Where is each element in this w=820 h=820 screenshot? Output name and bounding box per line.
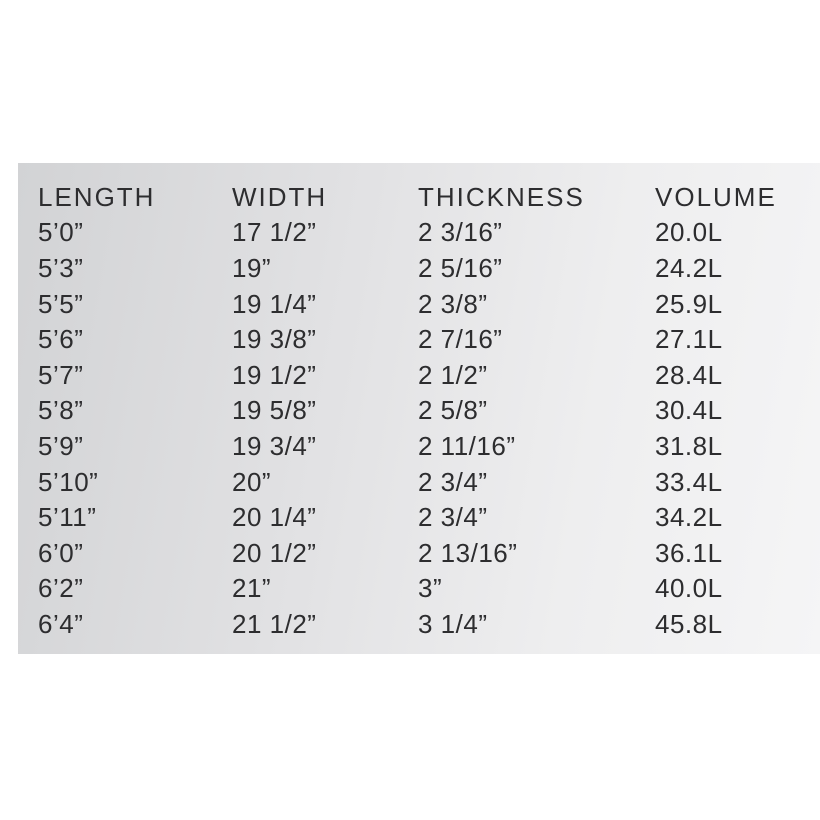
table-cell: 20.0L (655, 217, 723, 248)
table-cell: 36.1L (655, 537, 723, 568)
column-header-thickness: THICKNESS (418, 181, 585, 212)
table-cell: 6’2” (38, 573, 84, 604)
column-header-volume: VOLUME (655, 181, 777, 212)
table-cell: 2 13/16” (418, 537, 518, 568)
table-cell: 5’10” (38, 466, 99, 497)
table-cell: 5’5” (38, 288, 84, 319)
table-cell: 19 5/8” (232, 395, 317, 426)
table-cell: 20” (232, 466, 272, 497)
table-cell: 20 1/4” (232, 502, 317, 533)
table-cell: 28.4L (655, 359, 723, 390)
table-cell: 5’8” (38, 395, 84, 426)
table-cell: 21” (232, 573, 272, 604)
table-cell: 34.2L (655, 502, 723, 533)
table-cell: 19” (232, 252, 272, 283)
table-cell: 5’6” (38, 324, 84, 355)
table-cell: 2 5/16” (418, 252, 503, 283)
table-cell: 3” (418, 573, 443, 604)
size-chart-card: LENGTH WIDTH THICKNESS VOLUME 5’0” 17 1/2” 2 3… (18, 163, 820, 654)
table-cell: 27.1L (655, 324, 723, 355)
table-cell: 3 1/4” (418, 608, 488, 639)
table-cell: 45.8L (655, 608, 723, 639)
table-cell: 5’3” (38, 252, 84, 283)
table-cell: 5’0” (38, 217, 84, 248)
table-cell: 31.8L (655, 430, 723, 461)
table-cell: 33.4L (655, 466, 723, 497)
table-cell: 2 11/16” (418, 430, 516, 461)
table-cell: 19 1/2” (232, 359, 317, 390)
table-cell: 2 7/16” (418, 324, 503, 355)
table-cell: 2 3/8” (418, 288, 488, 319)
size-chart-table: LENGTH WIDTH THICKNESS VOLUME 5’0” 17 1/2” 2 3… (18, 163, 820, 642)
table-cell: 24.2L (655, 252, 723, 283)
column-header-width: WIDTH (232, 181, 328, 212)
table-cell: 6’4” (38, 608, 84, 639)
table-cell: 19 3/4” (232, 430, 317, 461)
table-cell: 17 1/2” (232, 217, 317, 248)
table-cell: 40.0L (655, 573, 723, 604)
table-cell: 2 5/8” (418, 395, 488, 426)
table-cell: 6’0” (38, 537, 84, 568)
table-cell: 21 1/2” (232, 608, 317, 639)
column-header-length: LENGTH (38, 181, 156, 212)
table-cell: 2 3/16” (418, 217, 503, 248)
table-cell: 5’9” (38, 430, 84, 461)
table-cell: 2 1/2” (418, 359, 488, 390)
table-cell: 20 1/2” (232, 537, 317, 568)
table-cell: 25.9L (655, 288, 723, 319)
table-cell: 19 3/8” (232, 324, 317, 355)
table-cell: 30.4L (655, 395, 723, 426)
table-cell: 2 3/4” (418, 502, 488, 533)
table-cell: 2 3/4” (418, 466, 488, 497)
table-cell: 5’11” (38, 502, 97, 533)
table-cell: 19 1/4” (232, 288, 317, 319)
table-cell: 5’7” (38, 359, 84, 390)
